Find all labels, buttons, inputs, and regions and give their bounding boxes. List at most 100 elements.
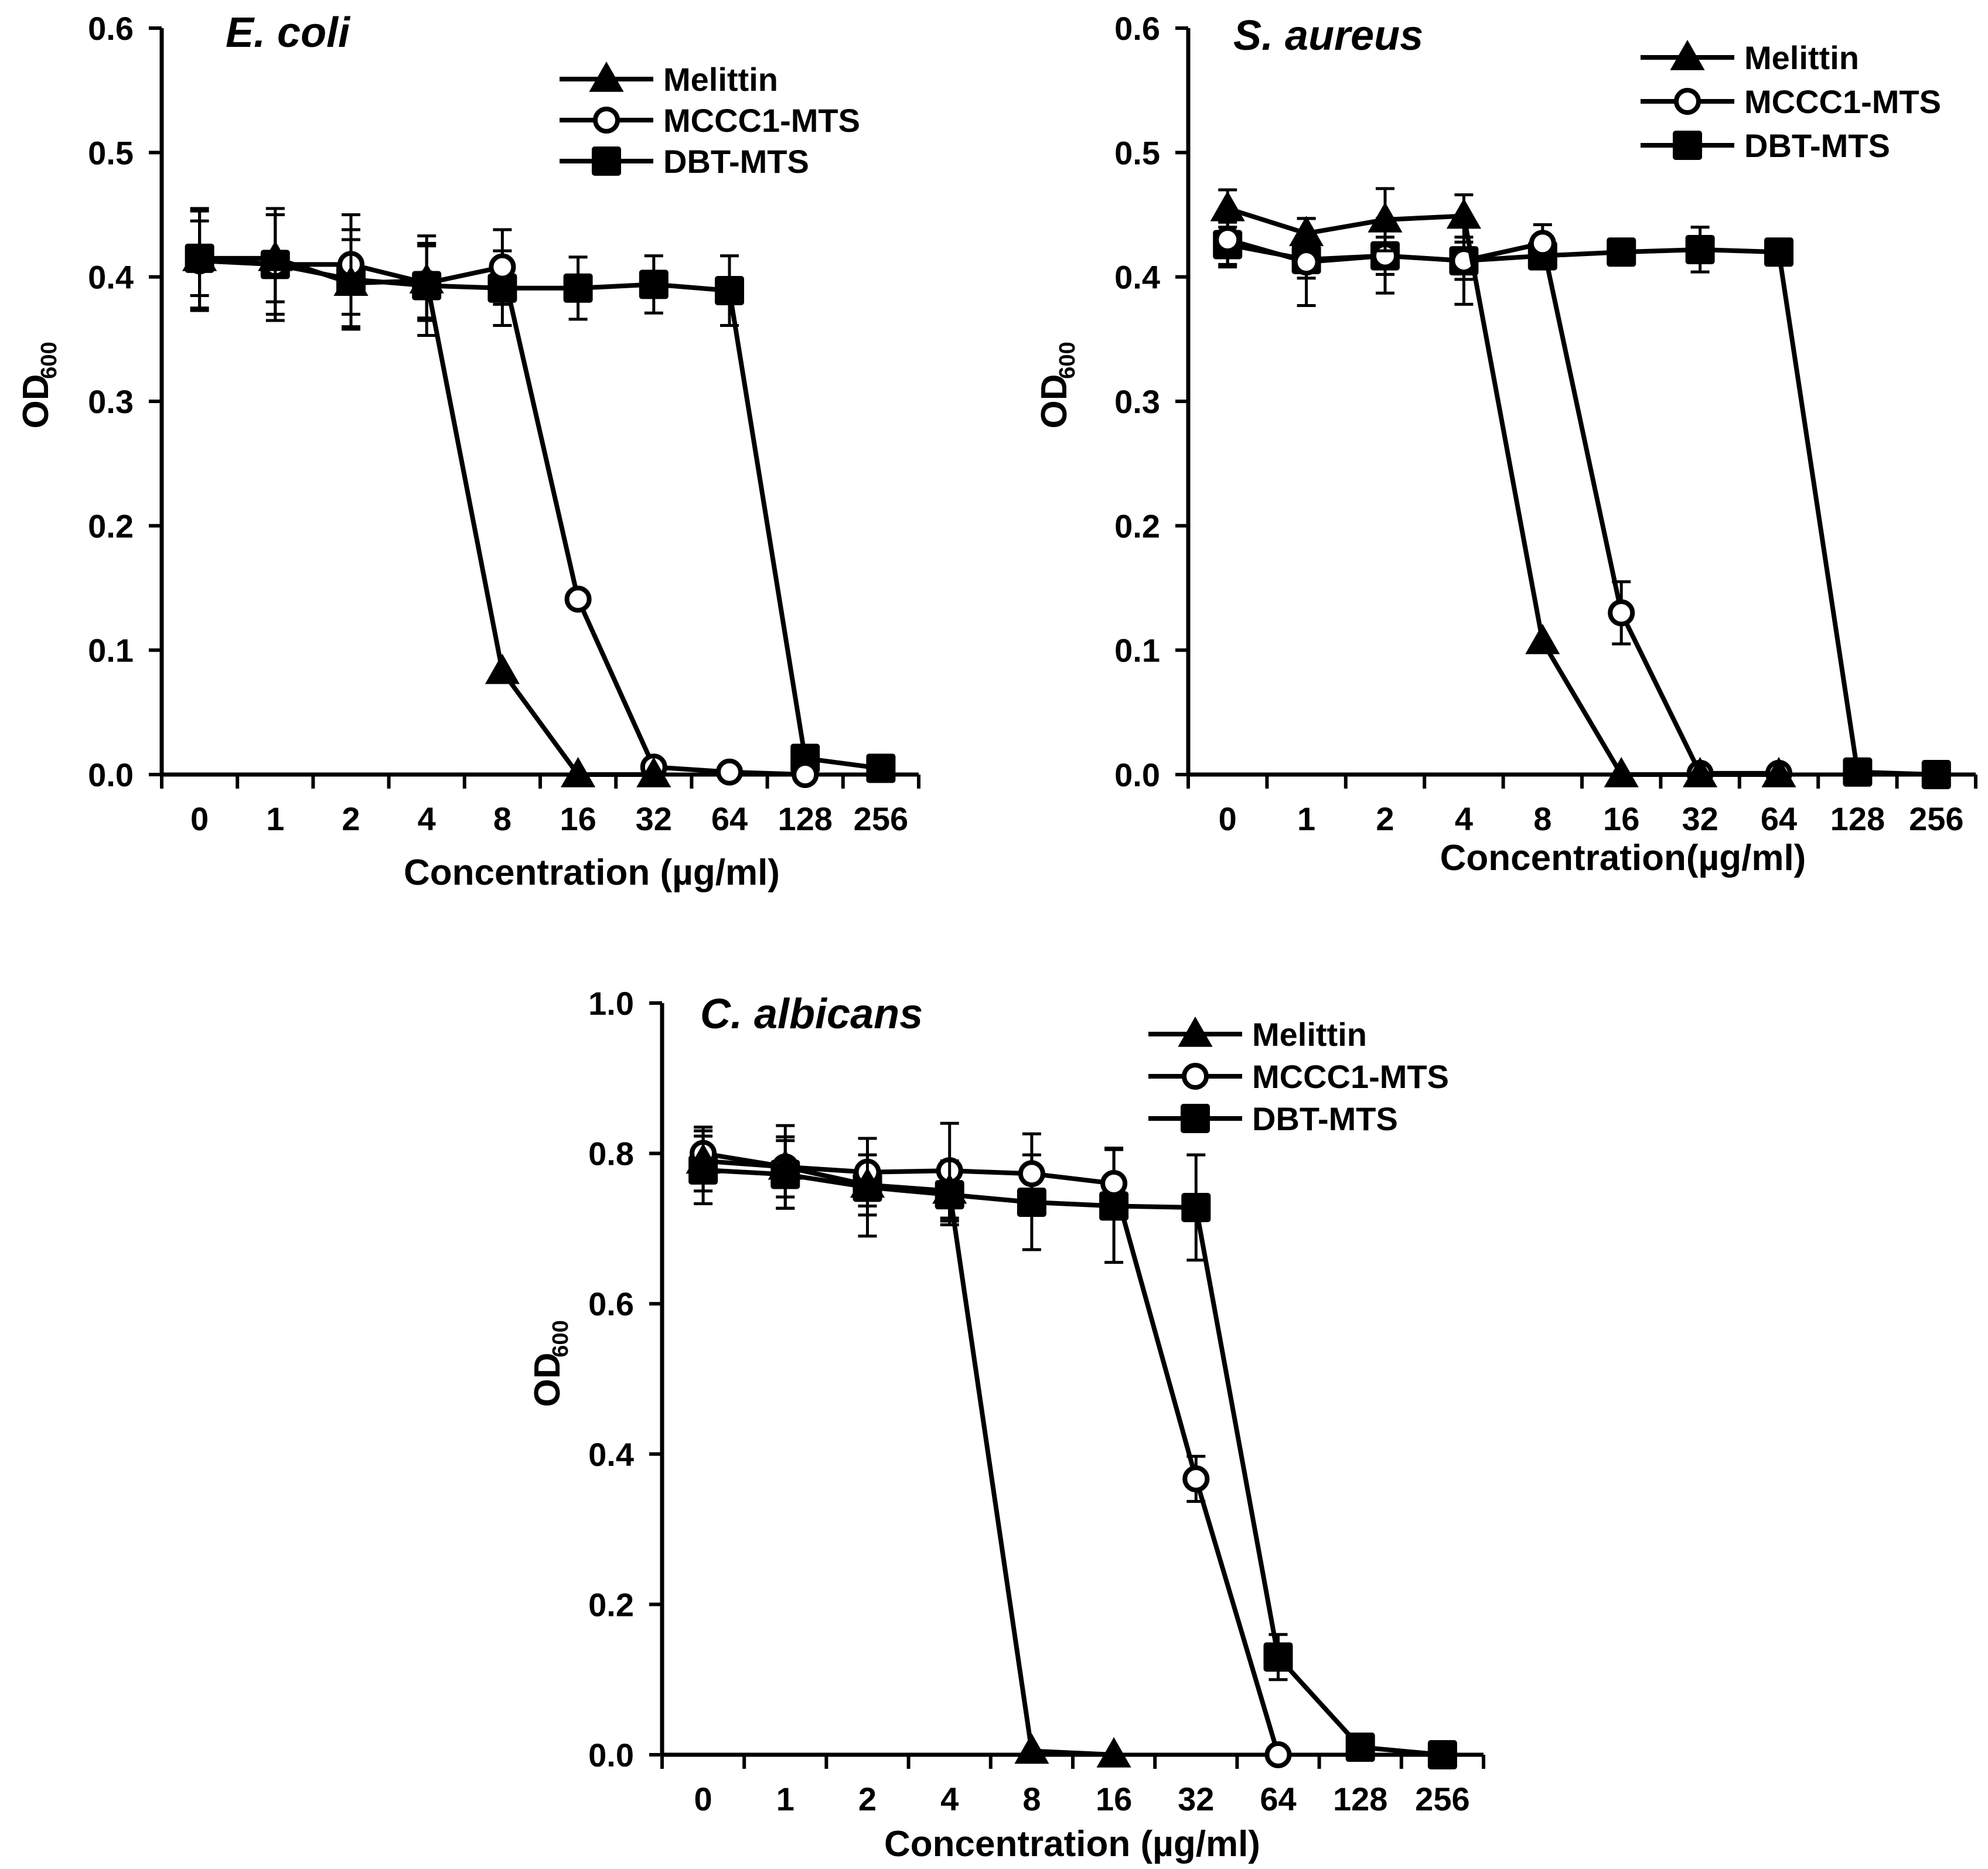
data-point — [716, 758, 743, 786]
y-tick-label: 1.0 — [588, 985, 634, 1022]
data-point — [1210, 190, 1245, 221]
data-point — [1096, 1737, 1131, 1768]
data-point — [850, 1167, 885, 1198]
y-tick-label: 0.6 — [588, 1285, 634, 1322]
legend-label: DBT-MTS — [1744, 127, 1890, 164]
y-tick-label: 0.0 — [588, 1737, 634, 1773]
x-tick-label: 8 — [1533, 800, 1551, 837]
data-point — [932, 1173, 967, 1204]
x-tick-label: 256 — [854, 800, 908, 837]
y-tick-label: 0.2 — [1114, 507, 1160, 544]
legend: Melittin MCCC1-MTS DBT-MTS — [1641, 39, 1941, 164]
legend-label: DBT-MTS — [1252, 1100, 1398, 1137]
data-point — [1761, 756, 1796, 787]
data-point — [1608, 599, 1635, 626]
data-point — [333, 265, 369, 296]
data-point — [1685, 234, 1715, 264]
data-point — [1368, 202, 1403, 233]
x-tick-label: 8 — [1022, 1781, 1041, 1817]
data-point — [182, 240, 217, 271]
data-point — [563, 273, 593, 303]
x-tick-label: 8 — [493, 800, 512, 837]
legend-label: MCCC1-MTS — [1744, 83, 1941, 120]
y-tick-label: 0.5 — [88, 134, 134, 171]
x-tick-label: 0 — [1219, 800, 1237, 837]
y-tick-label: 0.0 — [1114, 756, 1160, 793]
x-axis-label: Concentration (µg/ml) — [884, 1824, 1260, 1864]
series-line — [1226, 206, 1779, 777]
data-point — [866, 753, 896, 783]
data-point — [1263, 1642, 1293, 1672]
y-tick-label: 0.6 — [1114, 10, 1160, 47]
data-point — [1264, 1741, 1292, 1768]
series-melittin — [1210, 187, 1796, 787]
y-tick-label: 0.4 — [88, 259, 134, 296]
x-tick-label: 32 — [1178, 1781, 1214, 1817]
legend: Melittin MCCC1-MTS DBT-MTS — [1148, 1016, 1449, 1137]
y-tick-label: 0.0 — [88, 756, 134, 793]
y-axis-label-main: OD — [1034, 374, 1075, 429]
data-point — [485, 653, 520, 684]
legend-label: MCCC1-MTS — [1252, 1058, 1449, 1095]
data-point — [636, 756, 671, 787]
data-point — [1529, 230, 1556, 257]
legend-label: Melittin — [1744, 39, 1859, 76]
x-tick-label: 128 — [1830, 800, 1885, 837]
data-point — [1289, 216, 1324, 247]
chart-panel-2: 0.0 0.1 0.2 0.3 0.4 0.5 0.6 0 1 2 4 8 16 32 64 128 256 Co… — [1034, 10, 1977, 878]
x-axis-label: Concentration(µg/ml) — [1440, 838, 1806, 878]
data-point — [1604, 756, 1639, 787]
x-tick-label: 16 — [1096, 1781, 1132, 1817]
legend-marker — [593, 107, 620, 134]
data-point — [1018, 1160, 1045, 1188]
legend-label: MCCC1-MTS — [663, 102, 860, 139]
data-point — [1843, 757, 1873, 787]
x-tick-label: 1 — [776, 1781, 794, 1817]
x-tick-label: 64 — [1761, 800, 1797, 837]
x-tick-label: 2 — [858, 1781, 877, 1817]
y-tick-label: 0.2 — [88, 507, 134, 544]
data-point — [1100, 1169, 1128, 1197]
data-point — [564, 585, 592, 613]
y-axis-label-subscript: 600 — [1055, 342, 1080, 378]
legend-marker — [1673, 131, 1702, 160]
y-tick-label: 0.3 — [88, 383, 134, 420]
chart-panel-1: 0.0 0.1 0.2 0.3 0.4 0.5 0.6 0 1 2 4 8 16 32 64 128 256 Co… — [16, 9, 920, 893]
data-point — [1214, 226, 1242, 253]
data-point — [1014, 1733, 1049, 1764]
legend-marker — [1178, 1016, 1213, 1047]
legend-marker — [1670, 39, 1705, 70]
x-tick-label: 16 — [1603, 800, 1639, 837]
data-point — [1181, 1192, 1211, 1222]
chart-title: S. aureus — [1233, 12, 1423, 59]
data-point — [715, 276, 744, 306]
legend-label: Melittin — [663, 61, 778, 98]
x-tick-label: 2 — [1376, 800, 1394, 837]
chart-panel-3: 0.0 0.2 0.4 0.6 0.8 1.0 0 1 2 4 8 16 32 64 128 256 Conce… — [527, 985, 1485, 1864]
data-point — [792, 761, 819, 788]
x-axis-label: Concentration (µg/ml) — [404, 852, 780, 893]
x-tick-label: 256 — [1415, 1781, 1469, 1817]
x-tick-label: 128 — [778, 800, 832, 837]
legend-marker — [592, 146, 621, 176]
x-tick-label: 0 — [190, 800, 209, 837]
series-line — [703, 1158, 1114, 1757]
x-tick-label: 128 — [1333, 1781, 1387, 1817]
y-tick-label: 0.2 — [588, 1586, 634, 1623]
data-point — [1293, 248, 1320, 276]
x-tick-label: 4 — [418, 800, 436, 837]
y-axis-label-main: OD — [16, 374, 56, 429]
legend-marker — [589, 61, 624, 92]
series-melittin — [182, 213, 671, 787]
x-tick-label: 64 — [711, 800, 748, 837]
data-point — [639, 270, 669, 299]
data-point — [1182, 1465, 1210, 1493]
data-point — [1427, 1740, 1457, 1769]
chart-title: C. albicans — [700, 991, 923, 1038]
data-point — [768, 1149, 803, 1180]
x-tick-label: 16 — [560, 800, 596, 837]
data-point — [1345, 1732, 1375, 1762]
